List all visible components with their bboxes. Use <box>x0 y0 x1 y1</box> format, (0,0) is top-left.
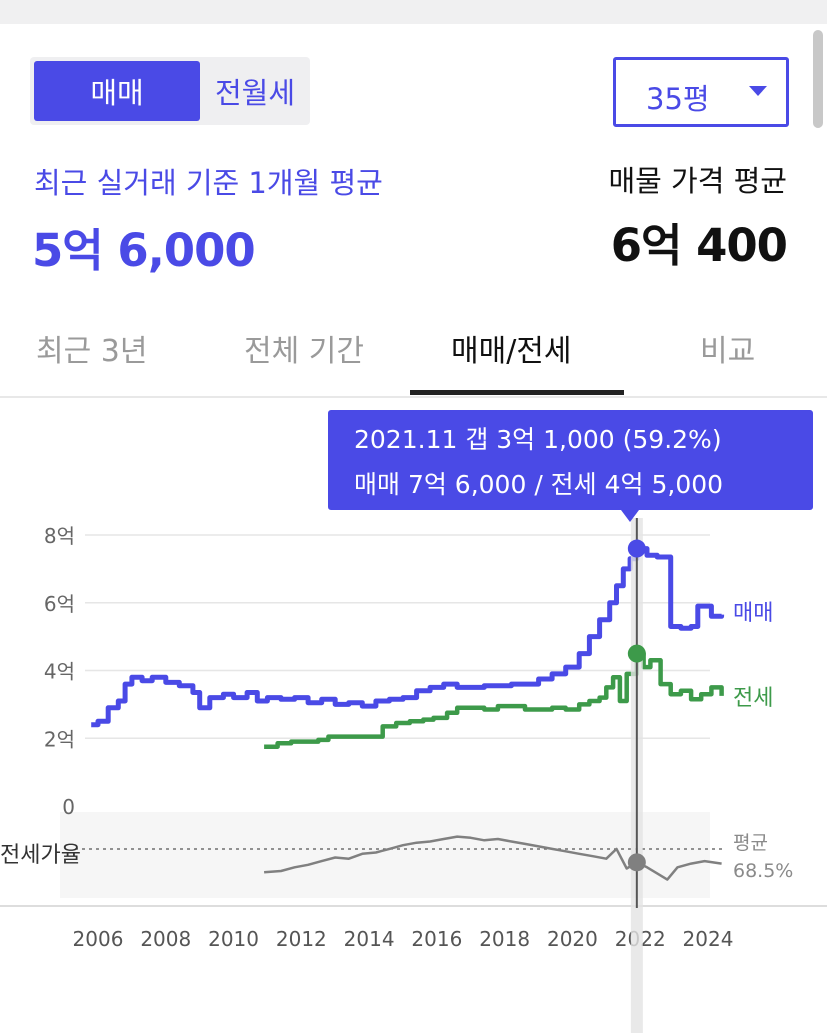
tab-compare[interactable]: 비교 <box>700 334 756 369</box>
x-tick-label: 2010 <box>208 927 259 951</box>
tab-sale-jeonse[interactable]: 매매/전세 <box>451 334 572 369</box>
caret-down-icon <box>749 86 767 96</box>
jeonse-series-label: 전세 <box>733 686 773 711</box>
x-tick-label: 2012 <box>276 927 327 951</box>
chart-tooltip: 2021.11 갭 3억 1,000 (59.2%) 매매 7억 6,000 /… <box>328 410 813 522</box>
x-tick-label: 2020 <box>547 927 598 951</box>
x-tick-label: 2014 <box>344 927 395 951</box>
x-tick-label: 2024 <box>683 927 734 951</box>
ratio-series-line <box>264 835 722 881</box>
period-tabs: 최근 3년 전체 기간 매매/전세 비교 <box>0 300 827 398</box>
active-tab-underline <box>410 390 624 395</box>
y-tick-label: 8억 <box>44 524 75 548</box>
jeonse-highlight-dot <box>627 644 646 663</box>
y-tick-label: 4억 <box>44 660 75 684</box>
tab-all-period[interactable]: 전체 기간 <box>244 334 364 369</box>
x-tick-label: 2008 <box>140 927 191 951</box>
x-tick-label: 2018 <box>479 927 530 951</box>
tab-recent-3y[interactable]: 최근 3년 <box>36 334 148 369</box>
ratio-average-value: 68.5% <box>733 860 793 882</box>
ratio-band <box>60 812 710 898</box>
x-tick-label: 2006 <box>73 927 124 951</box>
tooltip-line-1: 2021.11 갭 3억 1,000 (59.2%) <box>354 425 722 454</box>
ratio-highlight-dot <box>627 853 646 872</box>
recent-average-value: 5억 6,000 <box>32 224 256 277</box>
top-strip <box>0 0 827 24</box>
ratio-series-label: 전세가율 <box>0 843 81 868</box>
toggle-sale-button[interactable]: 매매 <box>34 61 200 121</box>
scrollbar[interactable] <box>813 30 823 128</box>
sale-series-label: 매매 <box>733 601 773 626</box>
tooltip-box <box>328 410 813 510</box>
tooltip-pointer <box>621 510 639 522</box>
recent-average-label: 최근 실거래 기준 1개월 평균 <box>34 166 383 200</box>
trade-type-toggle: 매매 전월세 <box>30 57 310 125</box>
size-select[interactable]: 35평 <box>613 57 789 127</box>
y-tick-label: 2억 <box>44 727 75 751</box>
y-tick-label: 6억 <box>44 592 75 616</box>
jeonse-series-line <box>264 651 724 749</box>
size-select-value: 35평 <box>646 82 710 116</box>
ratio-average-label: 평균 <box>733 832 768 854</box>
listing-average-label: 매물 가격 평균 <box>608 164 787 198</box>
listing-average-value: 6억 400 <box>610 219 788 272</box>
price-chart: 0 2억 4억 6억 8억 2006 2008 2010 2012 2014 2016 2018 20… <box>0 398 827 1033</box>
tooltip-line-2: 매매 7억 6,000 / 전세 4억 5,000 <box>354 470 723 499</box>
sale-highlight-dot <box>627 539 646 558</box>
price-chart-svg[interactable]: 0 2억 4억 6억 8억 2006 2008 2010 2012 2014 2016 2018 20… <box>0 398 827 1033</box>
toggle-rent-button[interactable]: 전월세 <box>214 76 296 110</box>
y-tick-label: 0 <box>62 795 75 819</box>
x-tick-label: 2016 <box>411 927 462 951</box>
